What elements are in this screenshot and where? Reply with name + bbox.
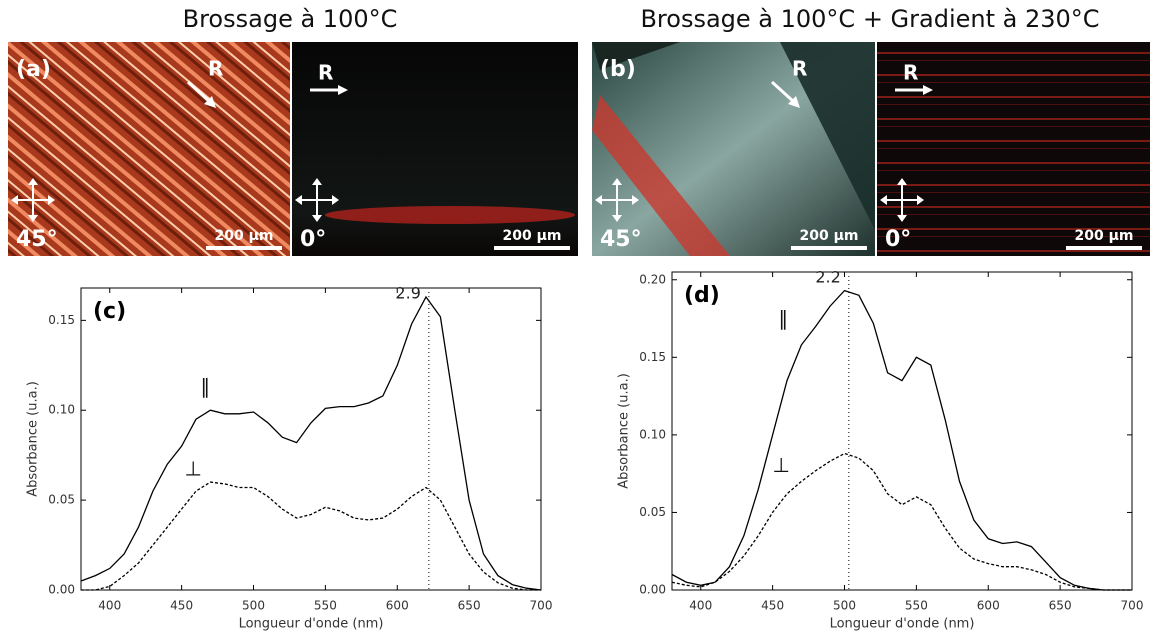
- y-tick-label: 0.05: [48, 493, 75, 507]
- polarizer-head: [632, 195, 639, 205]
- scale-label: 200 µm: [503, 228, 562, 244]
- annotation: 2.9: [395, 284, 420, 303]
- arrow-head: [204, 96, 216, 108]
- arrow: [186, 80, 212, 104]
- polarizer-head: [312, 215, 322, 222]
- panel-label: (a): [16, 57, 51, 82]
- angle-label: 45°: [16, 227, 58, 252]
- y-tick-label: 0.10: [48, 403, 75, 417]
- angle-label: 0°: [885, 227, 911, 252]
- polarizer-head: [897, 178, 907, 185]
- streak: [325, 206, 575, 224]
- arrow-label: R: [792, 57, 807, 81]
- series-line: [671, 289, 1132, 591]
- arrow-label: R: [318, 61, 333, 85]
- arrow-head: [788, 96, 800, 108]
- streak: [592, 95, 730, 256]
- y-tick-label: 0.15: [48, 313, 75, 327]
- x-axis-label: Longueur d'onde (nm): [239, 617, 384, 632]
- angle-label: 45°: [600, 227, 642, 252]
- arrow-head: [338, 85, 348, 95]
- scale-label: 200 µm: [215, 228, 274, 244]
- x-axis-label: Longueur d'onde (nm): [830, 617, 975, 632]
- arrow-head: [923, 85, 933, 95]
- polarizer-head: [897, 215, 907, 222]
- series-label: ∥: [200, 375, 210, 399]
- polarizer-head: [11, 195, 18, 205]
- header: Brossage à 100°C: [183, 5, 398, 33]
- panel-label: (b): [600, 57, 636, 82]
- x-tick-label: 450: [761, 599, 784, 613]
- x-tick-label: 400: [98, 599, 121, 613]
- polarizer-head: [332, 195, 339, 205]
- scale-label: 200 µm: [1075, 228, 1134, 244]
- panel-label: (c): [93, 299, 126, 324]
- polarizer-head: [917, 195, 924, 205]
- scale-bar: [1066, 246, 1142, 250]
- plot-frame: [671, 271, 1133, 591]
- header: Brossage à 100°C + Gradient à 230°C: [640, 5, 1099, 33]
- x-tick-label: 700: [530, 599, 553, 613]
- y-tick-label: 0.10: [639, 427, 666, 441]
- polarizer-head: [612, 215, 622, 222]
- y-tick-label: 0.00: [48, 583, 75, 597]
- streak: [780, 42, 875, 230]
- polarizer-head: [312, 178, 322, 185]
- x-tick-label: 650: [458, 599, 481, 613]
- x-tick-label: 400: [689, 599, 712, 613]
- polarizer-head: [295, 195, 302, 205]
- series-label: ⊥: [773, 453, 790, 477]
- x-tick-label: 700: [1121, 599, 1144, 613]
- x-tick-label: 650: [1049, 599, 1072, 613]
- y-tick-label: 0.05: [639, 505, 666, 519]
- scale-bar: [494, 246, 570, 250]
- polarizer-head: [880, 195, 887, 205]
- streak: [592, 42, 680, 70]
- x-tick-label: 450: [170, 599, 193, 613]
- x-tick-label: 550: [905, 599, 928, 613]
- arrow-label: R: [903, 61, 918, 85]
- series-line: [671, 452, 1132, 591]
- polarizer-head: [612, 178, 622, 185]
- annotation: 2.2: [815, 268, 840, 287]
- angle-label: 0°: [300, 227, 326, 252]
- polarizer-head: [595, 195, 602, 205]
- polarizer-head: [28, 215, 38, 222]
- y-axis-label: Absorbance (u.a.): [617, 373, 632, 489]
- polarizer-head: [48, 195, 55, 205]
- polarizer-head: [28, 178, 38, 185]
- series-line: [81, 481, 541, 591]
- series-label: ⊥: [185, 457, 202, 481]
- scale-bar: [206, 246, 282, 250]
- y-tick-label: 0.00: [639, 583, 666, 597]
- series-label: ∥: [778, 306, 788, 330]
- arrow-label: R: [208, 57, 223, 81]
- series-line: [80, 295, 542, 591]
- plot-frame: [80, 287, 542, 591]
- x-tick-label: 600: [977, 599, 1000, 613]
- scale-bar: [791, 246, 867, 250]
- y-axis-label: Absorbance (u.a.): [26, 381, 41, 497]
- arrow: [770, 80, 796, 104]
- x-tick-label: 600: [386, 599, 409, 613]
- micrograph: [877, 42, 1150, 256]
- x-tick-label: 500: [242, 599, 265, 613]
- panel-label: (d): [684, 283, 720, 308]
- y-tick-label: 0.15: [639, 350, 666, 364]
- scale-label: 200 µm: [800, 228, 859, 244]
- x-tick-label: 550: [314, 599, 337, 613]
- y-tick-label: 0.20: [639, 272, 666, 286]
- x-tick-label: 500: [833, 599, 856, 613]
- micrograph: [8, 42, 290, 256]
